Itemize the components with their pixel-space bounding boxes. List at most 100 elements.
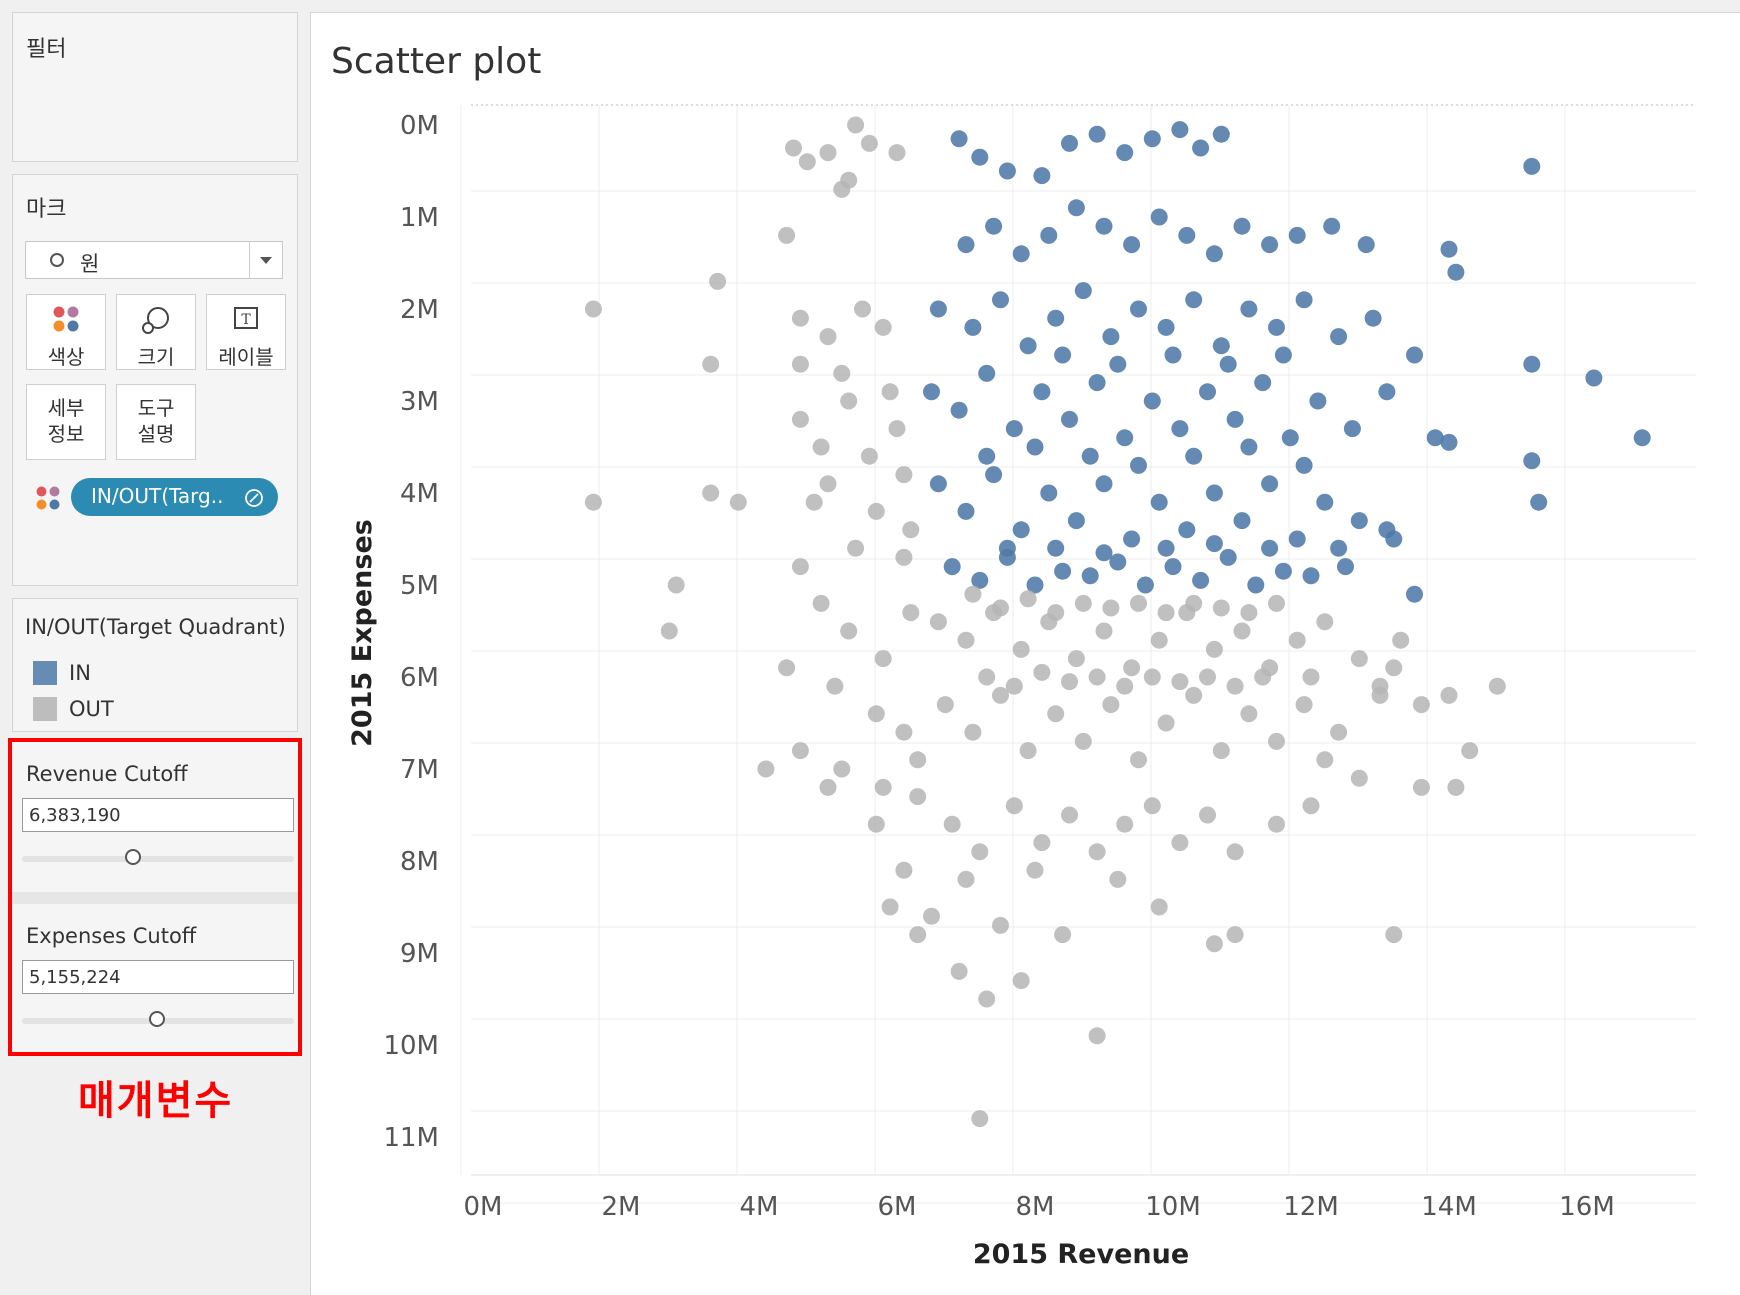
point-out[interactable] <box>812 438 830 456</box>
point-out[interactable] <box>584 300 602 318</box>
point-in[interactable] <box>1274 346 1292 364</box>
point-in[interactable] <box>1633 429 1651 447</box>
point-out[interactable] <box>833 760 851 778</box>
point-out[interactable] <box>1447 778 1465 796</box>
point-out[interactable] <box>709 272 727 290</box>
point-out[interactable] <box>1143 668 1161 686</box>
point-in[interactable] <box>1012 521 1030 539</box>
point-in[interactable] <box>1261 539 1279 557</box>
point-out[interactable] <box>888 144 906 162</box>
point-in[interactable] <box>1205 535 1223 553</box>
expenses-cutoff-input[interactable] <box>22 960 294 994</box>
point-out[interactable] <box>1371 677 1389 695</box>
point-in[interactable] <box>985 466 1003 484</box>
point-out[interactable] <box>1116 815 1134 833</box>
point-out[interactable] <box>895 861 913 879</box>
point-in[interactable] <box>1337 558 1354 576</box>
point-out[interactable] <box>964 585 982 603</box>
point-in[interactable] <box>1185 447 1203 465</box>
revenue-cutoff-slider[interactable] <box>22 856 294 862</box>
point-out[interactable] <box>660 622 678 640</box>
point-out[interactable] <box>1240 705 1258 723</box>
point-out[interactable] <box>798 153 816 171</box>
point-out[interactable] <box>1061 806 1078 824</box>
point-in[interactable] <box>929 300 947 318</box>
point-out[interactable] <box>1109 870 1127 888</box>
point-out[interactable] <box>791 355 809 373</box>
point-out[interactable] <box>1033 834 1051 852</box>
point-out[interactable] <box>1226 677 1244 695</box>
color-field-pill[interactable]: IN/OUT(Targ.. <box>71 478 278 516</box>
point-out[interactable] <box>957 631 975 649</box>
point-in[interactable] <box>1171 420 1189 438</box>
point-in[interactable] <box>1033 383 1051 401</box>
point-out[interactable] <box>778 226 796 244</box>
point-in[interactable] <box>1295 456 1313 474</box>
point-out[interactable] <box>1268 815 1285 833</box>
point-in[interactable] <box>1088 125 1106 143</box>
point-in[interactable] <box>992 291 1009 309</box>
point-in[interactable] <box>923 383 940 401</box>
point-out[interactable] <box>1157 714 1175 732</box>
point-in[interactable] <box>1378 521 1396 539</box>
tooltip-button[interactable]: 도구 설명 <box>116 384 196 460</box>
point-in[interactable] <box>1212 125 1230 143</box>
point-in[interactable] <box>978 447 996 465</box>
point-out[interactable] <box>971 1110 989 1128</box>
point-out[interactable] <box>874 778 892 796</box>
point-in[interactable] <box>1378 383 1396 401</box>
point-in[interactable] <box>1054 346 1072 364</box>
point-in[interactable] <box>971 148 989 166</box>
point-in[interactable] <box>1288 530 1306 548</box>
point-out[interactable] <box>840 622 858 640</box>
point-out[interactable] <box>729 493 747 511</box>
point-out[interactable] <box>1295 696 1313 714</box>
point-in[interactable] <box>1095 544 1113 562</box>
point-in[interactable] <box>1226 410 1244 428</box>
scatter-view[interactable]: Scatter plot 0M 2M 4M 6M 8M 10M 12M 14M 16M 0M 1M 2… <box>310 12 1740 1295</box>
point-in[interactable] <box>1219 355 1237 373</box>
point-in[interactable] <box>1219 548 1237 566</box>
point-out[interactable] <box>1157 604 1175 622</box>
point-in[interactable] <box>1047 539 1065 557</box>
point-in[interactable] <box>1164 346 1182 364</box>
point-out[interactable] <box>867 815 885 833</box>
scatter-plot[interactable]: 0M 2M 4M 6M 8M 10M 12M 14M 16M 0M 1M 2M 3M 4M 5M 6M 7M 8M… <box>311 13 1740 1295</box>
point-in[interactable] <box>957 236 975 254</box>
point-out[interactable] <box>1061 673 1078 691</box>
point-in[interactable] <box>1440 433 1458 451</box>
point-in[interactable] <box>1205 484 1223 502</box>
point-in[interactable] <box>1123 236 1141 254</box>
point-in[interactable] <box>1205 245 1223 263</box>
point-out[interactable] <box>1268 594 1285 612</box>
point-in[interactable] <box>1157 318 1175 336</box>
point-out[interactable] <box>936 696 954 714</box>
point-in[interactable] <box>957 502 975 520</box>
point-in[interactable] <box>1143 392 1161 410</box>
point-out[interactable] <box>785 139 802 157</box>
point-in[interactable] <box>1523 355 1541 373</box>
point-in[interactable] <box>1247 576 1265 594</box>
point-out[interactable] <box>964 723 982 741</box>
point-out[interactable] <box>1054 926 1072 944</box>
point-in[interactable] <box>1447 263 1465 281</box>
point-in[interactable] <box>1116 144 1134 162</box>
point-out[interactable] <box>1019 742 1037 760</box>
point-out[interactable] <box>1150 898 1168 916</box>
data-points[interactable] <box>584 116 1651 1128</box>
point-out[interactable] <box>1185 594 1203 612</box>
point-in[interactable] <box>1136 576 1154 594</box>
point-in[interactable] <box>985 217 1003 235</box>
point-in[interactable] <box>1040 226 1058 244</box>
point-in[interactable] <box>1212 337 1230 355</box>
point-out[interactable] <box>895 548 913 566</box>
point-out[interactable] <box>819 475 837 493</box>
point-out[interactable] <box>854 300 871 318</box>
point-in[interactable] <box>1316 493 1334 511</box>
size-button[interactable]: 크기 <box>116 294 196 370</box>
point-out[interactable] <box>1212 742 1230 760</box>
point-out[interactable] <box>847 539 865 557</box>
point-in[interactable] <box>1261 236 1279 254</box>
point-in[interactable] <box>1343 420 1361 438</box>
point-out[interactable] <box>791 558 809 576</box>
